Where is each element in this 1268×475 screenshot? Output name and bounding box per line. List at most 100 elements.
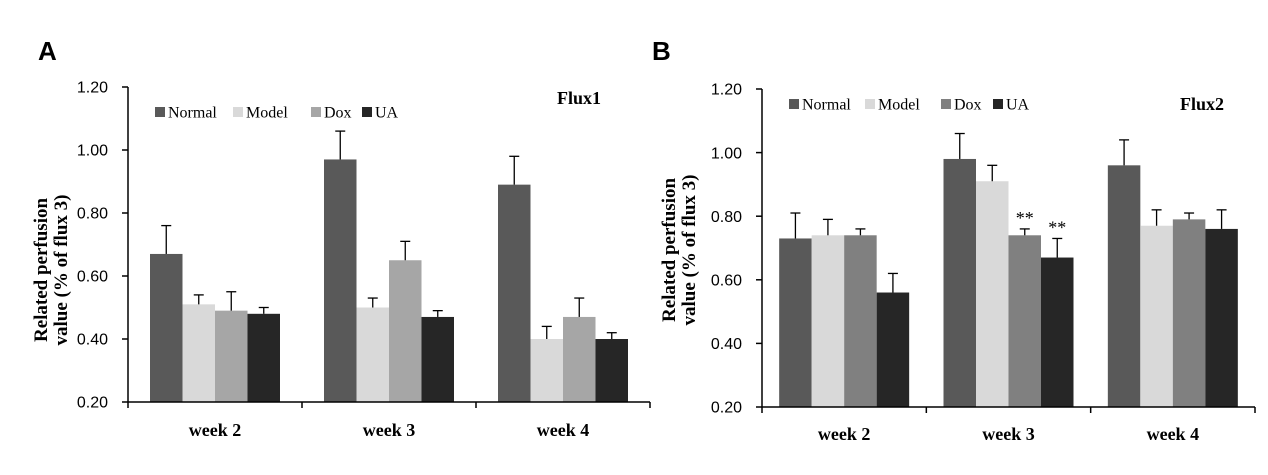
panel-a-error-bar-model-week-4 [541,325,552,339]
panel-a-bar-dox-week-4 [563,316,596,402]
panel-a-chart-title: Flux1 [557,88,601,108]
panel-b-y-tick-label-0-40: 0.40 [711,336,742,353]
panel-a-y-tick-label-1-20: 1.20 [77,80,108,97]
panel-a-x-label-week-2: week 2 [189,420,242,440]
panel-b-legend-label-normal: Normal [802,97,851,114]
panel-b-bar-normal-week-3 [943,158,976,407]
panel-b-y-tick-label-0-80: 0.80 [711,209,742,226]
panel-a-x-label-week-3: week 3 [363,420,416,440]
panel-a-legend-item-normal: Normal [155,105,217,122]
panel-a-bar-model-week-2 [182,304,215,402]
panel-a-legend-swatch-normal [155,107,165,117]
panel-a-y-tick-label-0-60: 0.60 [77,269,108,286]
panel-a-legend-label-dox: Dox [324,105,352,122]
panel-b-bar-model-week-3 [976,181,1009,407]
panel-a-error-bar-ua-week-2 [258,306,269,314]
panel-b-legend-item-ua: UA [993,97,1030,114]
panel-a-y-tick-label-0-80: 0.80 [77,206,108,223]
panel-b-error-bar-model-week-2 [822,218,833,236]
panel-b-bar-dox-week-2 [844,235,877,407]
panel-a-bar-ua-week-4 [595,339,628,402]
panel-b-bar-ua-week-4 [1205,228,1238,407]
panel-b-label: B [652,36,671,66]
panel-a-label: A [38,36,57,66]
panel-b-error-bar-normal-week-3 [954,132,965,159]
panel-b-x-label-week-4: week 4 [1147,424,1200,444]
panel-a-bar-normal-week-3 [324,159,357,402]
panel-a-legend-label-model: Model [246,105,288,122]
panel-a: A Related perfusion value (% of flux 3) … [31,36,651,440]
panel-b-error-bar-ua-week-2 [887,272,898,293]
panel-b-legend-swatch-dox [941,99,951,109]
panel-b-legend-swatch-ua [993,99,1003,109]
panel-b-x-label-week-2: week 2 [818,424,871,444]
panel-a-legend-label-normal: Normal [168,105,217,122]
panel-a-bar-model-week-3 [356,307,389,402]
panel-a-bar-normal-week-2 [150,253,183,402]
panel-a-y-tick-label-0-40: 0.40 [77,332,108,349]
panel-a-bar-ua-week-3 [421,316,454,402]
panel-b-bar-dox-week-4 [1172,219,1206,407]
panel-a-legend-item-model: Model [233,105,288,122]
panel-b-error-bar-dox-week-3 [1019,228,1030,236]
panel-b-error-bar-normal-week-4 [1119,139,1130,166]
panel-b-error-bar-dox-week-4 [1184,212,1195,220]
panel-b-y-axis-title-line-2: value (% of flux 3) [679,175,700,326]
panel-a-y-tick-label-1-00: 1.00 [77,143,108,160]
panel-b-legend-swatch-model [865,99,875,109]
panel-b-legend-label-ua: UA [1006,97,1030,114]
panel-a-error-bar-dox-week-4 [574,297,585,317]
panel-a-error-bar-model-week-3 [367,297,378,308]
panel-b-bar-ua-week-3 [1041,257,1074,407]
panel-b-y-axis-title-line-1: Related perfusion [659,178,680,323]
panel-a-legend-swatch-dox [311,107,321,117]
panel-a-y-axis-title-line-1: Related perfusion [31,198,52,343]
panel-a-bar-dox-week-3 [389,260,422,402]
panel-b-legend-item-normal: Normal [789,97,851,114]
panel-b-plot-area: ** ** 0.20 0.40 0.60 0.80 1.00 1.20 week 2 week 3… [711,82,1256,444]
panel-a-legend-item-ua: UA [362,105,399,122]
panel-b-legend-item-model: Model [865,97,920,114]
panel-b-error-bar-dox-week-2 [855,228,866,236]
panel-b-bar-normal-week-4 [1107,165,1141,407]
panel-a-legend-item-dox: Dox [311,105,352,122]
panel-a-bar-ua-week-2 [247,313,280,402]
panel-a-bar-model-week-4 [530,339,563,402]
panel-b-y-tick-label-1-20: 1.20 [711,82,742,99]
panel-b-error-bar-ua-week-3 [1052,237,1063,258]
panel-a-error-bar-normal-week-3 [335,130,346,160]
panel-a-error-bar-ua-week-4 [606,332,617,339]
panel-a-error-bar-ua-week-3 [432,309,443,317]
panel-b-legend-item-dox: Dox [941,97,982,114]
panel-a-error-bar-normal-week-2 [161,224,172,254]
panel-a-plot-area: 0.20 0.40 0.60 0.80 1.00 1.20 week 2 week 3 week… [77,80,651,440]
panel-b-legend-label-dox: Dox [954,97,982,114]
panel-a-error-bar-normal-week-4 [509,155,520,185]
panel-b-bar-normal-week-2 [779,238,812,407]
panel-b-error-bar-model-week-3 [987,164,998,182]
panel-b-y-tick-label-1-00: 1.00 [711,145,742,162]
panel-a-legend-swatch-model [233,107,243,117]
panel-b-bar-ua-week-2 [876,292,910,407]
panel-a-bar-dox-week-2 [215,310,248,402]
panel-a-error-bar-model-week-2 [193,294,204,305]
panel-b-error-bar-normal-week-2 [790,212,801,239]
panel-a-y-tick-label-0-20: 0.20 [77,395,108,412]
panel-b-x-label-week-3: week 3 [982,424,1035,444]
panel-b-legend-swatch-normal [789,99,799,109]
panel-b-chart-title: Flux2 [1180,94,1224,114]
panel-a-error-bar-dox-week-3 [400,240,411,261]
panel-b-significance-marker-dox-week-3: ** [1016,208,1034,228]
panel-b-legend-label-model: Model [878,97,920,114]
panel-b-significance-marker-ua-week-3: ** [1048,217,1066,237]
panel-b-y-tick-label-0-20: 0.20 [711,400,742,417]
panel-b-y-tick-label-0-60: 0.60 [711,273,742,290]
panel-a-error-bar-dox-week-2 [226,291,237,311]
panel-b: B Related perfusion value (% of flux 3) … [652,36,1256,444]
panel-a-y-axis-title-line-2: value (% of flux 3) [51,195,72,346]
panel-b-bar-dox-week-3 [1008,235,1041,407]
panel-b-bar-model-week-4 [1140,225,1173,407]
panel-a-legend-swatch-ua [362,107,372,117]
panel-a-bar-normal-week-4 [498,184,531,402]
